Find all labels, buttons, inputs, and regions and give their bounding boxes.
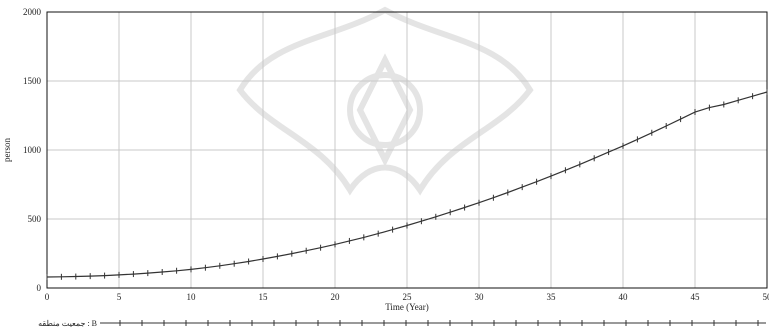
grid [46,11,768,289]
legend: ﺟﻤﻌﯿﺖ ﻣﻨﻄﻘﻪ : B [38,319,766,328]
y-tick-label: 1500 [23,76,42,86]
y-tick-label: 500 [28,214,42,224]
x-tick-label: 35 [547,292,557,302]
series-layer [46,89,768,280]
x-tick-label: 5 [117,292,122,302]
y-axis-label: person [2,138,12,162]
y-tick-label: 2000 [23,7,42,17]
x-tick-label: 15 [259,292,269,302]
x-tick-label: 40 [619,292,629,302]
x-tick-label: 50 [763,292,769,302]
x-tick-label: 45 [691,292,701,302]
y-axis: 0 500 1000 1500 2000 [23,7,42,293]
plot-area [46,11,768,289]
x-axis-label: Time (Year) [385,302,429,312]
legend-series-label: ﺟﻤﻌﯿﺖ ﻣﻨﻄﻘﻪ : B [38,319,97,328]
y-tick-label: 0 [37,283,42,293]
x-tick-label: 25 [403,292,413,302]
y-tick-label: 1000 [23,145,42,155]
x-tick-label: 0 [45,292,50,302]
x-axis: 0 5 10 15 20 25 30 35 40 45 50 [45,292,769,302]
x-tick-label: 20 [331,292,341,302]
x-tick-label: 10 [187,292,197,302]
legend-markers [119,320,759,326]
x-tick-label: 30 [475,292,485,302]
